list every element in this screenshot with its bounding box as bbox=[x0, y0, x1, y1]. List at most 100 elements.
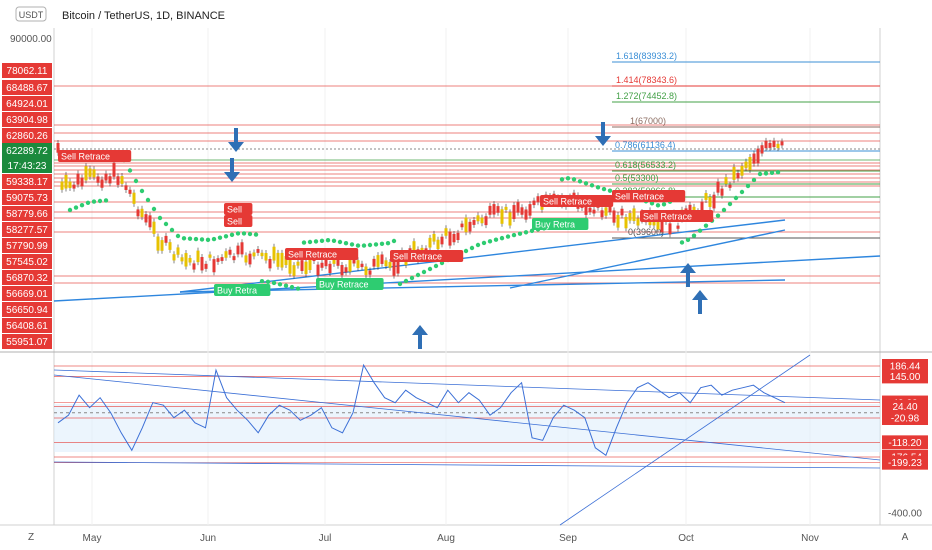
price-label-box bbox=[2, 286, 52, 301]
candle-body bbox=[144, 214, 148, 223]
fib-level-label: 1.414(78343.6) bbox=[616, 75, 677, 85]
sell-signal-label[interactable] bbox=[540, 195, 614, 207]
candle-body bbox=[716, 181, 720, 193]
candle-body bbox=[384, 260, 388, 267]
candle-body bbox=[208, 254, 212, 258]
candle-body bbox=[428, 237, 432, 248]
candle-body bbox=[228, 249, 232, 255]
sar-dot bbox=[67, 207, 73, 213]
candle-body bbox=[136, 209, 140, 217]
signal-label-text: Sell Retrace bbox=[393, 252, 442, 262]
candle-body bbox=[68, 181, 72, 188]
sar-dot bbox=[193, 236, 199, 242]
candle-body bbox=[764, 140, 768, 149]
candle-body bbox=[704, 193, 708, 200]
candle-body bbox=[112, 162, 116, 177]
price-label-value: 68488.67 bbox=[6, 83, 48, 94]
fib-level-label: 0.786(61136.4) bbox=[615, 140, 675, 150]
down-arrow-icon bbox=[595, 122, 611, 146]
fib-level-label: 0.5(53300) bbox=[615, 173, 659, 183]
auto-scale-button[interactable]: A bbox=[902, 532, 909, 543]
candle-body bbox=[752, 153, 756, 164]
sar-dot bbox=[559, 177, 565, 182]
price-label-value: 57790.99 bbox=[6, 241, 48, 252]
sar-dot bbox=[331, 238, 337, 243]
candle-body bbox=[252, 252, 256, 257]
sar-dot bbox=[523, 230, 529, 235]
candle-body bbox=[260, 252, 264, 257]
candle-body bbox=[132, 192, 136, 204]
sar-dot bbox=[367, 242, 373, 248]
sar-dot bbox=[313, 239, 319, 244]
sell-signal-label[interactable] bbox=[390, 250, 464, 262]
oscillator-tick-label: 145.00 bbox=[890, 372, 921, 383]
candle-body bbox=[364, 266, 368, 276]
candle-body bbox=[720, 188, 724, 196]
candle-body bbox=[296, 261, 300, 266]
oscillator-trend-lines bbox=[53, 354, 881, 526]
sar-dot bbox=[259, 279, 265, 284]
oscillator-tick-label: -400.00 bbox=[888, 509, 922, 520]
sar-dot bbox=[79, 203, 85, 208]
sar-dot bbox=[325, 238, 331, 243]
sar-dot bbox=[727, 201, 733, 207]
candle-body bbox=[60, 181, 64, 190]
price-label-value: 56669.01 bbox=[6, 289, 48, 300]
price-label-box bbox=[2, 238, 52, 253]
buy-signal-label[interactable] bbox=[316, 278, 384, 290]
sell-signal-label[interactable] bbox=[640, 210, 714, 222]
sell-signal-label[interactable] bbox=[224, 215, 253, 227]
candle-body bbox=[104, 173, 108, 181]
sar-dot bbox=[463, 248, 469, 254]
sell-signal-label[interactable] bbox=[224, 203, 253, 215]
candle-body bbox=[688, 204, 692, 214]
candle-body bbox=[652, 219, 656, 226]
x-tick-label: Jun bbox=[200, 533, 216, 544]
sar-dot bbox=[703, 223, 709, 228]
sell-signal-label[interactable] bbox=[58, 150, 132, 162]
sar-dot bbox=[415, 272, 421, 278]
x-tick-label: Aug bbox=[437, 533, 455, 544]
sar-dot bbox=[607, 188, 613, 193]
sar-dot bbox=[73, 205, 79, 210]
sar-dot bbox=[571, 177, 577, 182]
candle-body bbox=[172, 254, 176, 261]
candle-body bbox=[516, 202, 520, 213]
candle-body bbox=[624, 216, 628, 229]
candle-body bbox=[76, 173, 80, 185]
log-scale-button[interactable]: Z bbox=[28, 532, 34, 543]
candle-body bbox=[636, 218, 640, 226]
candle-body bbox=[732, 166, 736, 180]
sar-dot bbox=[211, 236, 217, 242]
sar-dot bbox=[289, 284, 295, 290]
candle-body bbox=[476, 215, 480, 222]
buy-signal-label[interactable] bbox=[532, 218, 589, 230]
sell-signal-label[interactable] bbox=[285, 248, 359, 260]
candle-body bbox=[512, 205, 516, 220]
candle-body bbox=[236, 245, 240, 255]
chart-header: USDT Bitcoin / TetherUS, 1D, BINANCE 900… bbox=[10, 6, 225, 45]
candle-body bbox=[456, 232, 460, 241]
candle-body bbox=[232, 256, 236, 261]
price-label-value: 55951.07 bbox=[6, 337, 48, 348]
oscillator-band bbox=[54, 404, 880, 452]
buy-signal-label[interactable] bbox=[214, 284, 271, 296]
oscillator-trend-line bbox=[559, 354, 811, 526]
candle-body bbox=[604, 207, 608, 216]
sar-dot bbox=[757, 171, 763, 177]
candle-body bbox=[256, 249, 260, 253]
currency-badge[interactable] bbox=[15, 6, 47, 22]
sell-signal-label[interactable] bbox=[612, 190, 686, 202]
candle-body bbox=[460, 223, 464, 228]
candle-body bbox=[620, 208, 624, 216]
trend-line bbox=[179, 279, 786, 293]
sar-dot bbox=[295, 286, 301, 291]
sar-dot bbox=[223, 234, 229, 239]
sar-dot bbox=[679, 240, 685, 245]
sar-dot bbox=[139, 188, 145, 194]
y-axis-top-label: 90000.00 bbox=[10, 34, 52, 45]
price-label-value: 59075.73 bbox=[6, 193, 48, 204]
sar-dot bbox=[511, 232, 517, 238]
sar-dot bbox=[103, 198, 109, 203]
